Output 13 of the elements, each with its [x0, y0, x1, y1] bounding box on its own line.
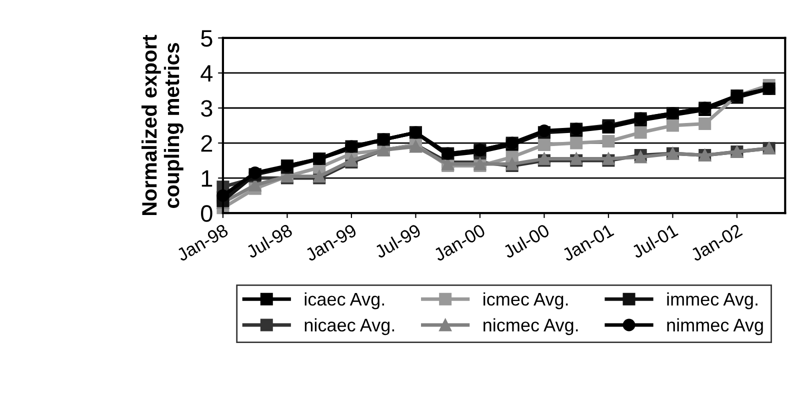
legend-label: immec Avg. — [667, 292, 758, 310]
y-tick-label: 5 — [201, 30, 212, 47]
legend-label: icmec Avg. — [484, 292, 568, 310]
legend-label: nicaec Avg. — [304, 318, 394, 336]
y-tick-label: 3 — [201, 100, 212, 117]
y-tick-label: 0 — [201, 205, 212, 222]
y-tick-label: 2 — [201, 135, 212, 152]
y-tick-label: 1 — [202, 170, 212, 187]
legend-label: nicmec Avg. — [484, 318, 578, 336]
legend-label: nimmec Avg — [667, 318, 763, 336]
legend-label: icaec Avg. — [304, 292, 384, 310]
y-tick-label: 4 — [200, 65, 213, 82]
y-axis-title: Normalized export coupling metrics — [141, 34, 184, 215]
